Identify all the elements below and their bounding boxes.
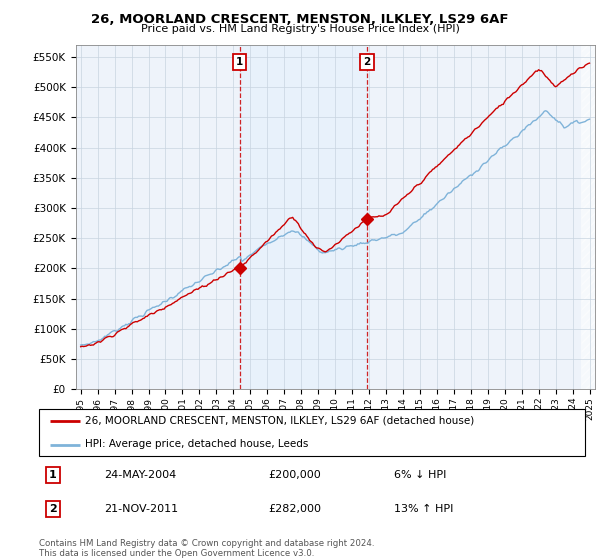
Text: Contains HM Land Registry data © Crown copyright and database right 2024.
This d: Contains HM Land Registry data © Crown c… [39,539,374,558]
Text: £282,000: £282,000 [268,504,322,514]
Text: 24-MAY-2004: 24-MAY-2004 [104,470,177,480]
Text: 21-NOV-2011: 21-NOV-2011 [104,504,179,514]
Text: 2: 2 [364,57,371,67]
Text: 1: 1 [49,470,56,480]
Text: 6% ↓ HPI: 6% ↓ HPI [394,470,446,480]
Text: 1: 1 [236,57,244,67]
Bar [581,45,595,389]
Text: £200,000: £200,000 [268,470,321,480]
Text: HPI: Average price, detached house, Leeds: HPI: Average price, detached house, Leed… [85,439,309,449]
Text: Price paid vs. HM Land Registry's House Price Index (HPI): Price paid vs. HM Land Registry's House … [140,24,460,34]
Text: 26, MOORLAND CRESCENT, MENSTON, ILKLEY, LS29 6AF: 26, MOORLAND CRESCENT, MENSTON, ILKLEY, … [91,13,509,26]
Bar [240,45,367,389]
Text: 2: 2 [49,504,56,514]
Text: 26, MOORLAND CRESCENT, MENSTON, ILKLEY, LS29 6AF (detached house): 26, MOORLAND CRESCENT, MENSTON, ILKLEY, … [85,415,475,425]
FancyBboxPatch shape [39,409,585,456]
Text: 13% ↑ HPI: 13% ↑ HPI [394,504,453,514]
